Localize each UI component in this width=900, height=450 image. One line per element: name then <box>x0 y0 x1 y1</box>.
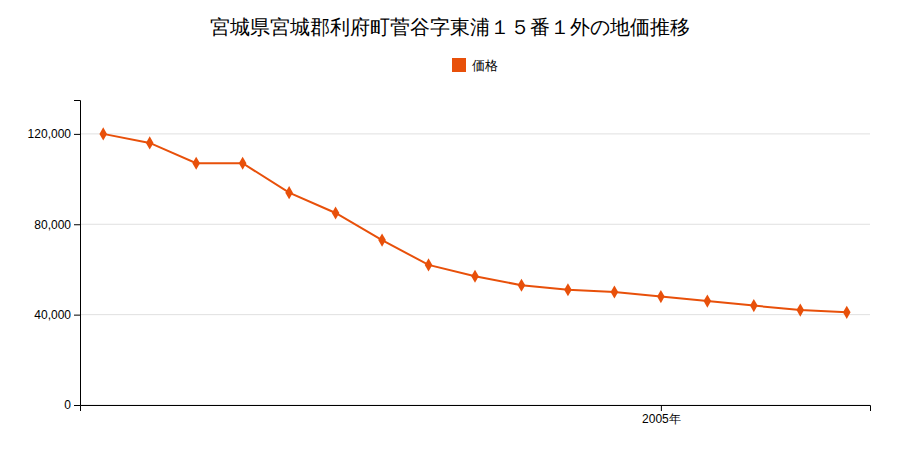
legend-swatch <box>452 58 466 72</box>
y-tick-label: 0 <box>64 398 71 412</box>
legend-item: 価格 <box>452 58 498 73</box>
point <box>378 233 386 246</box>
point <box>192 157 200 170</box>
point <box>611 285 619 298</box>
point <box>239 157 247 170</box>
plot: 0 40,000 80,000 120,000 2005年 <box>28 101 871 426</box>
point <box>425 258 433 271</box>
point <box>146 136 154 149</box>
grid-line <box>80 224 870 225</box>
marks <box>99 127 850 319</box>
y-tick-mark <box>74 134 80 135</box>
point <box>657 290 665 303</box>
x-tick-label: 2005年 <box>642 412 681 426</box>
point <box>99 127 107 140</box>
legend: 価格 <box>452 58 498 73</box>
background <box>0 0 900 450</box>
point <box>471 270 479 283</box>
grid <box>80 134 870 405</box>
point <box>518 279 526 292</box>
y-tick-mark <box>74 405 80 406</box>
line <box>103 134 847 312</box>
y-tick-label: 80,000 <box>34 218 71 232</box>
chart: 宮城県宮城郡利府町菅谷字東浦１５番１外の地価推移 0 40,000 80,000 120… <box>0 0 900 450</box>
point <box>750 299 758 312</box>
point <box>843 306 851 319</box>
x-axis-line <box>81 406 871 412</box>
point <box>285 186 293 199</box>
x-axis: 2005年 <box>81 405 871 426</box>
grid-line <box>80 314 870 315</box>
point <box>796 304 804 317</box>
x-tick: 2005年 <box>642 405 681 426</box>
x-tick-mark <box>661 405 662 411</box>
point <box>564 283 572 296</box>
y-tick-mark <box>74 224 80 225</box>
y-axis: 0 40,000 80,000 120,000 <box>28 101 81 413</box>
y-tick: 0 <box>64 398 80 412</box>
y-tick-label: 40,000 <box>34 308 71 322</box>
title: 宮城県宮城郡利府町菅谷字東浦１５番１外の地価推移 <box>210 15 690 39</box>
legend-label: 価格 <box>472 58 498 73</box>
point <box>704 294 712 307</box>
y-tick-mark <box>74 315 80 316</box>
grid-line <box>80 133 870 134</box>
y-tick: 120,000 <box>28 127 80 141</box>
y-tick-label: 120,000 <box>28 127 72 141</box>
y-axis-line <box>74 101 81 406</box>
point <box>332 206 340 219</box>
y-tick: 40,000 <box>34 308 80 322</box>
y-tick: 80,000 <box>34 218 80 232</box>
